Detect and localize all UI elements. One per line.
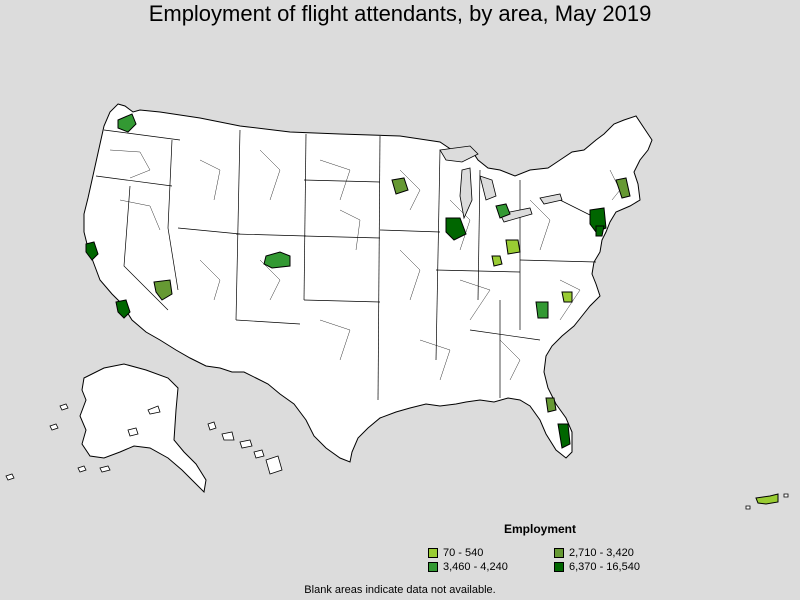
area-cincinnati xyxy=(491,255,503,267)
map-title: Employment of flight attendants, by area… xyxy=(148,1,652,26)
puerto-rico-island-east xyxy=(783,493,789,498)
area-miami xyxy=(557,423,571,449)
legend-item-6370-16540: 6,370 - 16,540 xyxy=(554,560,640,574)
area-minneapolis xyxy=(391,177,409,195)
area-detroit xyxy=(495,203,511,219)
legend-label: 70 - 540 xyxy=(443,547,484,559)
continental-us xyxy=(83,103,653,463)
legend-label: 3,460 - 4,240 xyxy=(443,561,508,573)
legend-swatch-icon xyxy=(428,548,438,558)
area-newark xyxy=(595,225,605,237)
legend-title: Employment xyxy=(504,522,577,536)
footnote: Blank areas indicate data not available. xyxy=(304,584,496,596)
area-denver xyxy=(263,251,291,269)
legend-item-70-540: 70 - 540 xyxy=(428,546,483,560)
area-columbus xyxy=(505,239,521,255)
area-los-angeles xyxy=(115,299,131,319)
legend: Employment 70 - 540 2,710 - 3,420 3,460 … xyxy=(428,520,668,580)
highlighted-areas xyxy=(85,113,631,449)
legend-swatch-icon xyxy=(554,548,564,558)
area-san-francisco xyxy=(85,241,99,261)
great-lakes xyxy=(439,145,563,223)
hawaii xyxy=(207,421,283,475)
area-orlando xyxy=(545,397,557,413)
area-boston xyxy=(615,177,631,199)
puerto-rico-island xyxy=(745,505,751,510)
legend-label: 2,710 - 3,420 xyxy=(569,547,634,559)
aleutian-islands xyxy=(5,403,161,481)
area-chicago xyxy=(445,217,467,241)
legend-label: 6,370 - 16,540 xyxy=(569,561,640,573)
puerto-rico xyxy=(755,493,779,505)
area-las-vegas xyxy=(153,279,173,301)
state-boundaries xyxy=(95,129,601,401)
legend-swatch-icon xyxy=(428,562,438,572)
area-charlotte xyxy=(561,291,573,303)
area-seattle xyxy=(117,113,137,133)
alaska xyxy=(79,363,207,494)
area-atlanta xyxy=(535,301,549,319)
legend-swatch-icon xyxy=(554,562,564,572)
legend-item-3460-4240: 3,460 - 4,240 xyxy=(428,560,508,574)
legend-item-2710-3420: 2,710 - 3,420 xyxy=(554,546,634,560)
